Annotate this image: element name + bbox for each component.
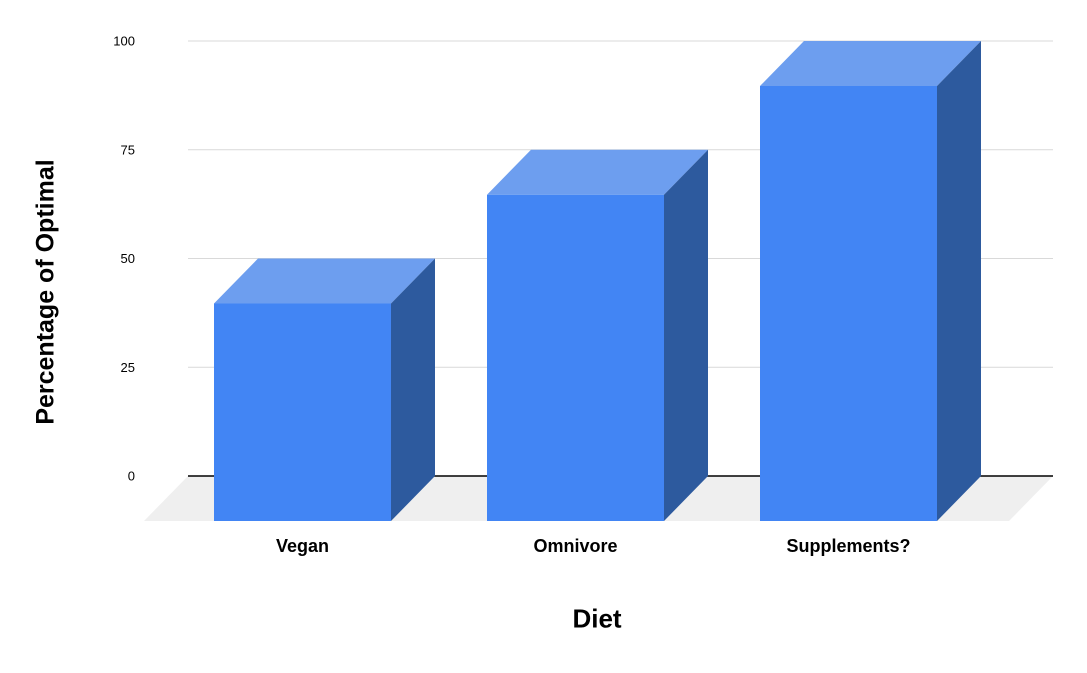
category-label-omnivore: Omnivore <box>533 536 617 556</box>
bar-top-vegan <box>214 258 435 304</box>
y-tick-label-25: 25 <box>121 360 135 375</box>
y-tick-label-50: 50 <box>121 251 135 266</box>
bar-vegan <box>214 303 391 521</box>
bar-top-supplements <box>760 41 981 86</box>
x-axis-title: Diet <box>572 603 622 634</box>
category-label-supplements: Supplements? <box>786 536 910 556</box>
y-axis-title: Percentage of Optimal <box>31 159 60 425</box>
y-tick-label-0: 0 <box>128 469 135 484</box>
category-label-vegan: Vegan <box>276 536 329 556</box>
bar-top-omnivore <box>487 149 708 195</box>
y-tick-label-100: 100 <box>113 34 135 49</box>
y-tick-label-75: 75 <box>121 142 135 157</box>
bar-side-omnivore <box>664 149 708 521</box>
bar-omnivore <box>487 194 664 521</box>
bar-side-supplements <box>937 41 981 521</box>
bar-side-vegan <box>391 258 435 521</box>
bar-supplements <box>760 86 937 521</box>
